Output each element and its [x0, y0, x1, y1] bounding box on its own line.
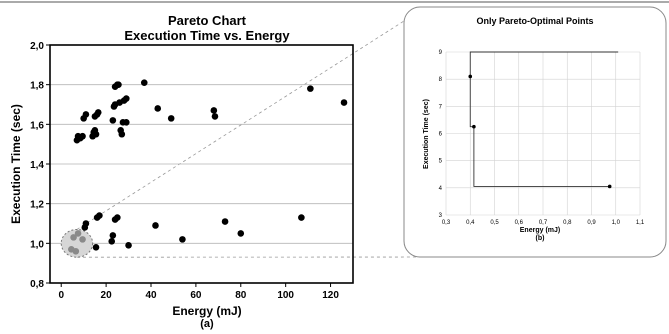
- inset-x-tick-label: 1,1: [636, 220, 645, 226]
- data-point: [340, 99, 348, 106]
- inset-y-ticks: 3 4 5 6 7 8 9: [439, 50, 443, 219]
- inset-panel-border: [403, 6, 667, 258]
- main-x-axis-label: Energy (mJ): [172, 304, 241, 318]
- inset-x-axis-label: Energy (mJ): [520, 227, 560, 234]
- inset-x-tick-label: 0,5: [490, 220, 499, 226]
- data-point: [154, 105, 162, 112]
- data-point: [123, 95, 130, 102]
- inset-y-tick-label: 5: [439, 159, 443, 165]
- main-x-tick-label: 60: [190, 290, 202, 301]
- data-point: [211, 113, 219, 120]
- data-point: [108, 238, 116, 245]
- inset-x-tick-label: 0,9: [587, 220, 596, 226]
- data-point: [109, 232, 117, 239]
- inset-y-tick-label: 7: [439, 104, 443, 110]
- main-chart: Pareto Chart Execution Time vs. Energy 0…: [9, 13, 354, 330]
- inset-y-axis-label: Execution Time (sec): [423, 99, 430, 169]
- data-point: [82, 111, 90, 118]
- data-point: [237, 230, 245, 237]
- data-point: [298, 214, 305, 221]
- data-point: [167, 115, 175, 122]
- inset-y-tick-label: 8: [439, 77, 443, 83]
- data-point: [125, 242, 132, 249]
- main-y-tick-label: 1,4: [30, 160, 44, 171]
- main-y-tick-label: 1,2: [30, 200, 44, 211]
- main-y-tick-label: 1,8: [30, 81, 44, 92]
- inset-data-point: [468, 74, 473, 79]
- main-title: Pareto Chart: [168, 13, 247, 28]
- inset-y-tick-label: 4: [439, 186, 443, 192]
- zoom-connector-line: [76, 20, 405, 230]
- main-y-ticks: 0,8 1,0 1,2 1,4 1,6 1,8 2,0: [30, 41, 50, 290]
- data-point: [74, 230, 82, 237]
- main-caption: (a): [200, 318, 214, 330]
- inset-x-ticks: 0,3 0,4 0,5 0,6 0,7 0,8 0,9 1,0 1,1: [442, 220, 645, 226]
- data-point: [92, 244, 100, 251]
- data-point: [79, 132, 86, 140]
- inset-y-tick-label: 9: [439, 50, 443, 56]
- inset-x-tick-label: 0,3: [442, 220, 451, 226]
- data-point: [72, 247, 80, 255]
- data-point: [79, 236, 86, 243]
- main-x-tick-label: 100: [277, 290, 294, 301]
- main-x-tick-label: 20: [101, 290, 113, 301]
- inset-x-tick-label: 0,6: [515, 220, 524, 226]
- inset-x-tick-label: 0,7: [539, 220, 548, 226]
- inset-x-tick-label: 0,4: [466, 220, 475, 226]
- data-point: [152, 222, 159, 229]
- data-point: [123, 119, 130, 126]
- data-point: [114, 214, 121, 221]
- main-y-tick-label: 0,8: [30, 279, 44, 290]
- inset-caption: (b): [536, 235, 545, 242]
- data-point: [94, 109, 102, 116]
- inset-title: Only Pareto-Optimal Points: [476, 16, 593, 26]
- main-points: [68, 79, 348, 255]
- inset-points: [468, 74, 612, 189]
- main-y-tick-label: 2,0: [30, 41, 44, 52]
- zoom-connectors: [76, 20, 471, 258]
- main-y-tick-label: 1,6: [30, 120, 44, 131]
- inset-data-point: [472, 124, 476, 129]
- main-y-tick-label: 1,0: [30, 239, 44, 250]
- data-point: [118, 130, 126, 138]
- data-point: [92, 130, 100, 138]
- inset-data-point: [607, 184, 612, 189]
- data-point: [307, 85, 314, 92]
- data-point: [210, 107, 218, 114]
- main-subtitle: Execution Time vs. Energy: [124, 28, 290, 43]
- main-x-tick-label: 80: [235, 290, 247, 301]
- data-point: [115, 81, 122, 88]
- main-x-ticks: 0 20 40 60 80 100 120: [58, 283, 339, 301]
- inset-x-tick-label: 0,8: [563, 220, 572, 226]
- inset-x-tick-label: 1,0: [612, 220, 621, 226]
- inset-y-tick-label: 3: [439, 213, 443, 219]
- data-point: [82, 220, 90, 227]
- data-point: [140, 79, 148, 86]
- data-point: [70, 234, 77, 241]
- inset-y-tick-label: 6: [439, 132, 443, 138]
- data-point: [109, 117, 117, 124]
- data-point: [179, 236, 186, 243]
- main-x-tick-label: 40: [145, 290, 157, 301]
- main-y-axis-label: Execution Time (sec): [9, 104, 23, 224]
- main-x-tick-label: 0: [58, 290, 64, 301]
- data-point: [221, 218, 229, 225]
- data-point: [96, 212, 103, 219]
- main-x-tick-label: 120: [322, 290, 339, 301]
